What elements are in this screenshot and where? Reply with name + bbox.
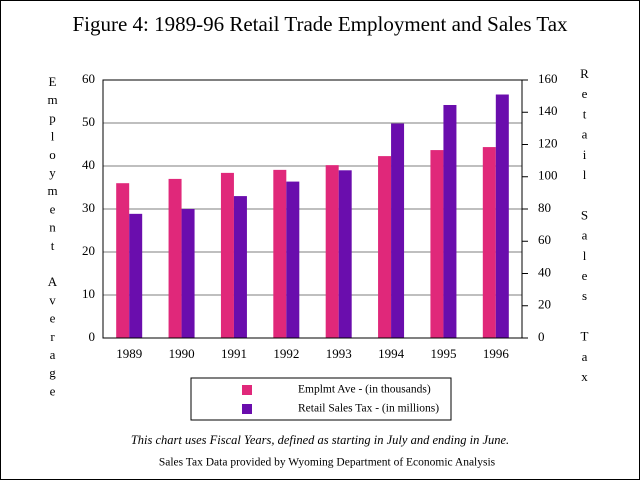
y2-axis-label: Retail Sales Tax bbox=[577, 66, 592, 390]
bar bbox=[325, 165, 339, 338]
y2-tick-label: 60 bbox=[538, 232, 551, 247]
note: This chart uses Fiscal Years, defined as… bbox=[131, 433, 509, 447]
note: Sales Tax Data provided by Wyoming Depar… bbox=[159, 457, 496, 469]
bar bbox=[273, 169, 287, 338]
legend-swatch bbox=[242, 385, 252, 395]
x-tick-label: 1991 bbox=[221, 346, 247, 361]
y-tick-label: 20 bbox=[82, 243, 95, 258]
x-tick-label: 1994 bbox=[378, 346, 405, 361]
y-tick-label: 30 bbox=[82, 200, 95, 215]
bar bbox=[220, 172, 234, 338]
y-tick-label: 10 bbox=[82, 286, 95, 301]
plot-frame bbox=[102, 79, 523, 339]
y-tick-label: 60 bbox=[82, 71, 95, 86]
y-tick-label: 0 bbox=[89, 329, 96, 344]
bar bbox=[338, 170, 352, 338]
legend-label: Retail Sales Tax - (in millions) bbox=[298, 403, 439, 415]
x-tick-label: 1989 bbox=[116, 346, 142, 361]
bar bbox=[286, 181, 300, 338]
x-tick-label: 1992 bbox=[273, 346, 299, 361]
y2-tick-label: 80 bbox=[538, 200, 551, 215]
bar bbox=[391, 123, 405, 338]
bar bbox=[181, 209, 195, 338]
x-tick-label: 1990 bbox=[169, 346, 195, 361]
bar bbox=[482, 147, 496, 338]
y2-tick-label: 40 bbox=[538, 264, 551, 279]
bar bbox=[129, 213, 143, 338]
x-tick-label: 1996 bbox=[483, 346, 510, 361]
chart-title: Figure 4: 1989-96 Retail Trade Employmen… bbox=[72, 12, 568, 36]
bar bbox=[116, 183, 130, 338]
bar bbox=[443, 104, 457, 339]
x-tick-label: 1993 bbox=[326, 346, 352, 361]
bar bbox=[378, 156, 392, 338]
y2-tick-label: 0 bbox=[538, 329, 545, 344]
y2-tick-label: 120 bbox=[538, 135, 558, 150]
bar bbox=[168, 178, 182, 338]
y-axis-label: Employment Average bbox=[45, 74, 60, 402]
y2-tick-label: 100 bbox=[538, 168, 558, 183]
y2-tick-label: 20 bbox=[538, 297, 551, 312]
bar bbox=[495, 94, 509, 338]
y2-tick-label: 140 bbox=[538, 103, 558, 118]
bar bbox=[233, 196, 247, 338]
x-tick-label: 1995 bbox=[430, 346, 456, 361]
y2-tick-label: 160 bbox=[538, 71, 558, 86]
legend-swatch bbox=[242, 404, 252, 414]
y-tick-label: 40 bbox=[82, 157, 95, 172]
legend-label: Emplmt Ave - (in thousands) bbox=[298, 384, 431, 396]
y-tick-label: 50 bbox=[82, 114, 95, 129]
bar bbox=[430, 150, 444, 338]
legend-box bbox=[190, 377, 452, 421]
